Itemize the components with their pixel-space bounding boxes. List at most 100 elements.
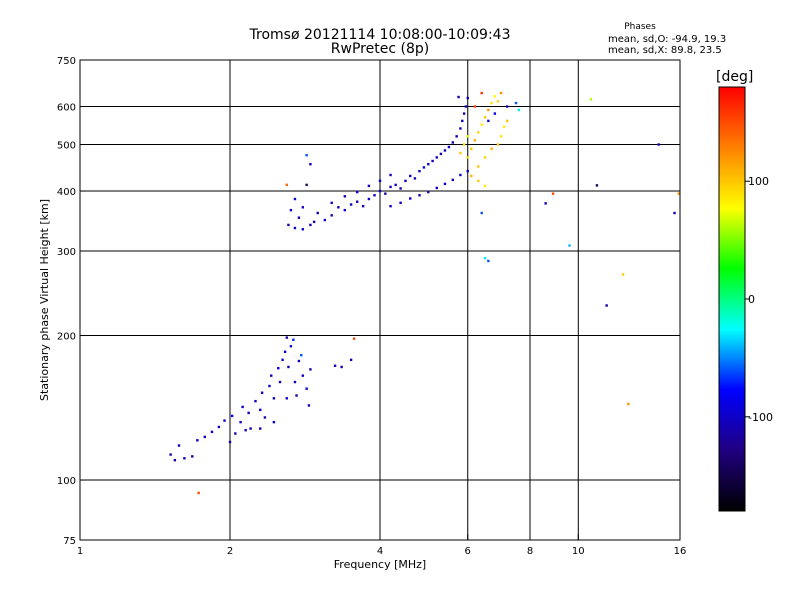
data-point	[316, 211, 319, 215]
data-point	[493, 112, 497, 115]
data-point	[305, 154, 308, 157]
data-point	[470, 174, 473, 178]
data-point	[270, 374, 273, 377]
data-point	[422, 166, 426, 169]
data-point	[295, 394, 298, 397]
data-point	[443, 182, 447, 186]
phases-x-stats: mean, sd,X: 89.8, 23.5	[608, 45, 722, 56]
data-point	[272, 420, 276, 424]
data-point	[418, 169, 421, 173]
x-tick-label: 4	[377, 546, 383, 557]
data-point	[292, 338, 295, 341]
colorbar-label: [deg]	[716, 69, 754, 85]
data-point	[234, 432, 237, 435]
data-point	[239, 420, 242, 424]
data-point	[259, 427, 262, 430]
data-point	[289, 208, 293, 212]
data-point	[493, 95, 497, 98]
data-point	[514, 101, 518, 105]
data-point	[210, 430, 214, 434]
data-point	[285, 183, 288, 187]
data-point	[330, 201, 333, 205]
data-point	[260, 391, 264, 394]
data-point	[277, 366, 280, 370]
data-point	[330, 214, 333, 217]
data-point	[496, 100, 500, 103]
data-point	[462, 143, 466, 146]
data-point	[249, 427, 252, 430]
data-point	[355, 190, 359, 194]
data-point	[673, 211, 676, 215]
y-tick-label: 750	[57, 56, 76, 67]
data-point	[477, 179, 480, 183]
data-point	[487, 119, 490, 123]
colorbar	[718, 86, 746, 512]
data-point	[443, 149, 447, 152]
data-point	[404, 179, 407, 183]
data-point	[455, 135, 458, 138]
data-point	[367, 184, 371, 188]
data-point	[499, 135, 503, 138]
data-point	[389, 185, 392, 189]
data-point	[287, 365, 290, 369]
data-point	[466, 135, 469, 138]
data-point	[367, 197, 371, 201]
data-point	[177, 444, 181, 447]
data-point	[287, 223, 290, 227]
data-point	[337, 206, 340, 209]
data-point	[487, 259, 490, 263]
data-point	[289, 345, 293, 348]
data-point	[323, 218, 327, 222]
data-point	[349, 203, 353, 206]
data-point	[470, 147, 473, 150]
data-point	[435, 186, 438, 190]
data-point	[477, 165, 480, 168]
data-point	[352, 337, 356, 340]
data-point	[462, 112, 466, 115]
data-point	[355, 200, 359, 203]
data-point	[309, 223, 312, 227]
chart-title-line2: RwPretec (8p)	[330, 41, 430, 57]
x-axis-ticks: 1 2 4 6 8 10 16	[77, 534, 686, 557]
data-point	[451, 178, 455, 182]
data-point	[293, 226, 297, 230]
data-point	[389, 173, 392, 177]
data-point	[427, 190, 430, 194]
data-point	[483, 116, 487, 119]
data-point	[309, 368, 312, 371]
colorbar-tick-label: 0	[748, 293, 755, 306]
data-point	[268, 384, 271, 388]
phases-title: Phases	[624, 22, 656, 32]
data-point	[223, 419, 226, 422]
data-point	[459, 127, 462, 130]
x-tick-label: 1	[77, 546, 83, 557]
data-point	[285, 397, 288, 400]
data-point	[568, 244, 571, 247]
data-point	[349, 358, 353, 362]
data-point	[333, 364, 337, 367]
data-point	[305, 183, 308, 187]
data-point	[281, 358, 284, 362]
data-point	[544, 202, 547, 205]
data-point	[309, 162, 312, 166]
data-point	[312, 220, 316, 224]
data-point	[496, 143, 500, 146]
data-point	[431, 159, 434, 163]
data-point	[413, 177, 417, 180]
data-point	[466, 156, 469, 159]
data-point	[473, 105, 477, 108]
data-point	[241, 405, 244, 409]
data-point	[384, 192, 387, 195]
data-point	[340, 365, 343, 369]
data-point	[378, 189, 382, 193]
data-point	[343, 208, 347, 212]
x-tick-label: 2	[227, 546, 233, 557]
grid	[80, 60, 680, 540]
data-point	[300, 353, 303, 357]
data-point	[196, 439, 199, 442]
data-point	[297, 359, 301, 363]
data-point	[285, 336, 288, 339]
data-point	[439, 152, 443, 156]
